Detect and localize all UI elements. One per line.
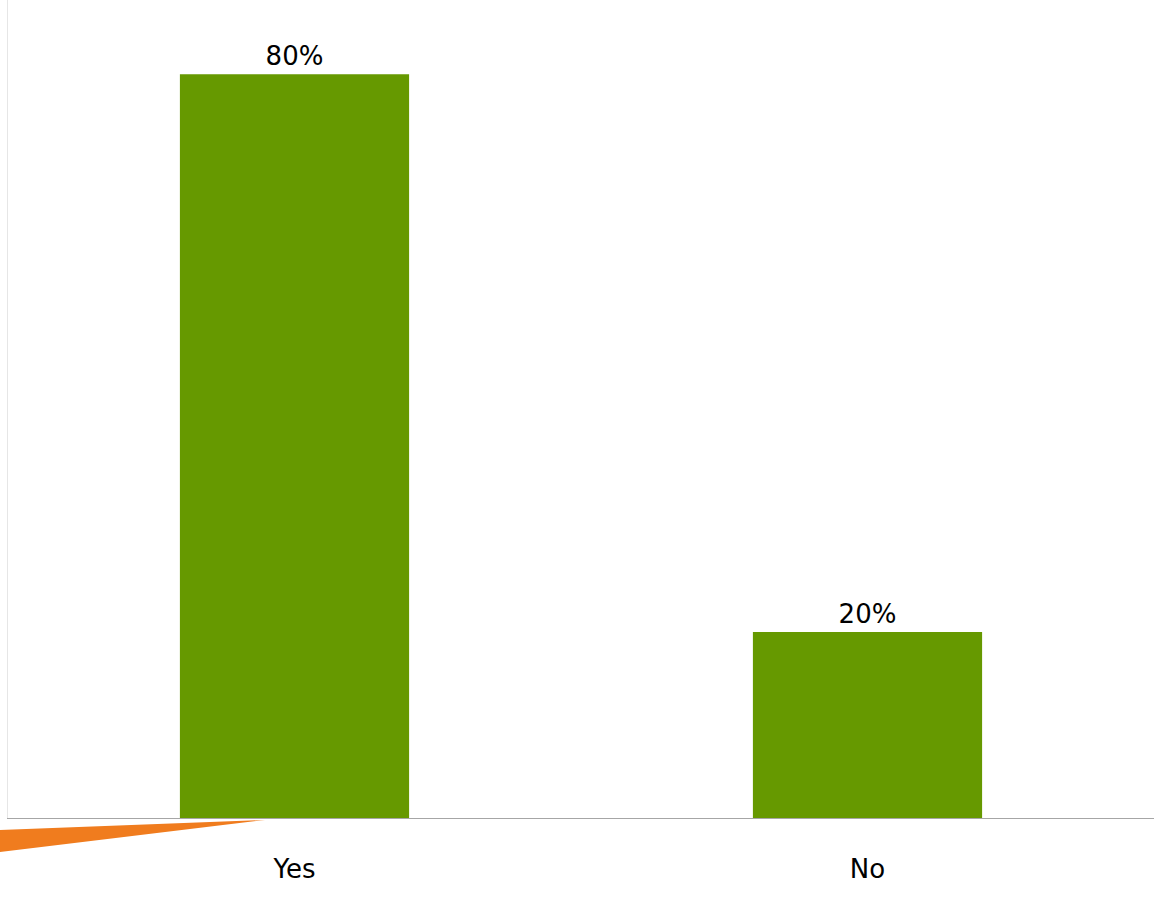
svg-text:20%: 20%	[839, 599, 897, 629]
svg-text:80%: 80%	[266, 41, 324, 71]
svg-text:No: No	[850, 854, 885, 884]
svg-text:Yes: Yes	[273, 854, 316, 884]
